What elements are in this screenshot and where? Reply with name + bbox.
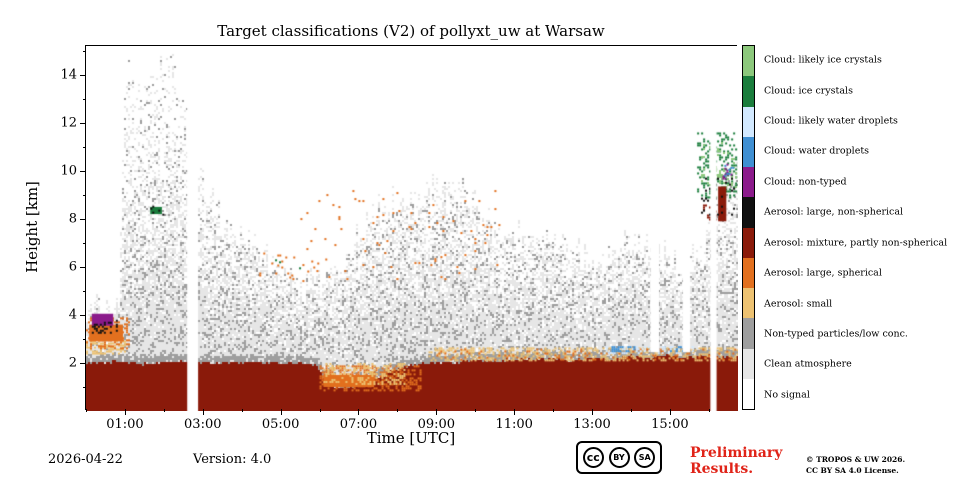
colorbar-cell-aerosol_large_nonspherical xyxy=(743,197,754,228)
y-minor-tick xyxy=(83,386,86,388)
y-minor-tick xyxy=(83,338,86,340)
x-axis-label: Time [UTC] xyxy=(366,429,456,447)
x-tick-label: 15:00 xyxy=(651,417,689,432)
y-major-tick xyxy=(80,218,86,220)
colorbar-cell-clean xyxy=(743,348,754,379)
x-tick-label: 07:00 xyxy=(339,417,378,432)
cc-by-icon: BY xyxy=(608,447,630,468)
x-major-tick xyxy=(202,409,204,415)
x-minor-tick xyxy=(397,409,399,412)
legend-label-cloud_water: Cloud: water droplets xyxy=(764,145,870,157)
x-major-tick xyxy=(436,409,438,415)
x-major-tick xyxy=(358,409,360,415)
y-axis-label: Height [km] xyxy=(23,181,41,273)
x-minor-tick xyxy=(630,409,632,412)
copyright-line2: CC BY SA 4.0 License. xyxy=(806,466,899,476)
y-major-tick xyxy=(80,362,86,364)
legend-label-aerosol_large_nonspherical: Aerosol: large, non-spherical xyxy=(764,206,904,218)
colorbar-cell-cloud_water xyxy=(743,136,754,167)
axis-tick-layer: 01:00 03:00 05:00 07:00 09:00 11:00 13:00 15:00… xyxy=(60,46,736,432)
legend-label-aerosol_small: Aerosol: small xyxy=(764,298,833,310)
y-major-tick xyxy=(80,266,86,268)
colorbar-cell-cloud_likely_ice xyxy=(743,46,754,77)
classification-heatmap-canvas xyxy=(86,46,738,411)
y-tick-label: 6 xyxy=(68,259,77,275)
y-minor-tick xyxy=(83,242,86,244)
page-title: Target classifications (V2) of pollyxt_u… xyxy=(217,22,605,40)
colorbar-cell-no_signal xyxy=(743,378,754,409)
y-minor-tick xyxy=(83,98,86,100)
x-minor-tick xyxy=(708,409,710,412)
preliminary-line1: Preliminary xyxy=(690,445,783,461)
colorbar-cell-cloud_ice xyxy=(743,76,754,107)
classification-colorbar xyxy=(742,45,755,410)
x-tick-label: 01:00 xyxy=(106,417,144,432)
y-minor-tick xyxy=(83,146,86,148)
y-tick-label: 10 xyxy=(60,163,77,179)
x-major-tick xyxy=(669,409,671,415)
colorbar-cell-aerosol_small xyxy=(743,288,754,319)
x-tick-label: 11:00 xyxy=(495,417,533,432)
x-major-tick xyxy=(592,409,594,415)
y-major-tick xyxy=(80,170,86,172)
colorbar-cell-aerosol_mixture xyxy=(743,227,754,258)
x-tick-label: 03:00 xyxy=(184,417,222,432)
y-tick-label: 12 xyxy=(60,115,77,131)
x-tick-label: 13:00 xyxy=(573,417,611,432)
y-major-tick xyxy=(80,314,86,316)
cc-sa-icon: SA xyxy=(634,447,656,468)
legend-label-cloud_ice: Cloud: ice crystals xyxy=(764,85,853,97)
y-tick-label: 8 xyxy=(68,211,77,227)
x-minor-tick xyxy=(553,409,555,412)
version-label: Version: 4.0 xyxy=(193,452,272,467)
colorbar-cell-cloud_likely_water xyxy=(743,106,754,137)
legend-label-clean: Clean atmosphere xyxy=(764,358,852,370)
legend-label-aerosol_mixture: Aerosol: mixture, partly non-spherical xyxy=(764,237,948,249)
colorbar-cell-aerosol_large_spherical xyxy=(743,257,754,288)
x-tick-label: 05:00 xyxy=(261,417,300,432)
y-tick-label: 14 xyxy=(60,67,77,83)
legend-label-cloud_nontyped: Cloud: non-typed xyxy=(764,176,847,188)
legend-label-nontyped_lowconc: Non-typed particles/low conc. xyxy=(764,328,908,340)
copyright-line1: © TROPOS & UW 2026. xyxy=(806,455,906,464)
x-minor-tick xyxy=(319,409,321,412)
preliminary-line2: Results. xyxy=(690,461,754,478)
legend-labels: Cloud: likely ice crystals Cloud: ice cry… xyxy=(764,45,960,410)
x-tick-label: 09:00 xyxy=(417,417,456,432)
y-tick-label: 4 xyxy=(68,307,77,323)
copyright-notice: © TROPOS & UW 2026. CC BY SA 4.0 License… xyxy=(806,454,905,477)
legend-label-cloud_likely_water: Cloud: likely water droplets xyxy=(764,115,898,127)
preliminary-results-notice: Preliminary Results. xyxy=(690,445,782,477)
measurement-date: 2026-04-22 xyxy=(48,452,123,467)
legend-label-cloud_likely_ice: Cloud: likely ice crystals xyxy=(764,54,882,66)
y-major-tick xyxy=(80,122,86,124)
y-minor-tick xyxy=(83,194,86,196)
plot-area: 01:00 03:00 05:00 07:00 09:00 11:00 13:00 15:00… xyxy=(60,45,738,432)
y-minor-tick xyxy=(83,290,86,292)
x-minor-tick xyxy=(475,409,477,412)
x-minor-tick xyxy=(163,409,165,412)
x-major-tick xyxy=(124,409,126,415)
cc-icon: cc xyxy=(582,447,604,468)
colorbar-cell-cloud_nontyped xyxy=(743,167,754,198)
y-tick-label: 2 xyxy=(68,355,77,371)
y-major-tick xyxy=(80,74,86,76)
legend-label-no_signal: No signal xyxy=(764,389,810,401)
x-major-tick xyxy=(514,409,516,415)
x-major-tick xyxy=(280,409,282,415)
y-minor-tick xyxy=(83,50,86,52)
x-minor-tick xyxy=(241,409,243,412)
x-minor-tick xyxy=(86,409,87,412)
colorbar-cell-nontyped_lowconc xyxy=(743,318,754,349)
cc-license-badge: cc BY SA xyxy=(576,441,662,474)
legend-label-aerosol_large_spherical: Aerosol: large, spherical xyxy=(764,267,882,279)
